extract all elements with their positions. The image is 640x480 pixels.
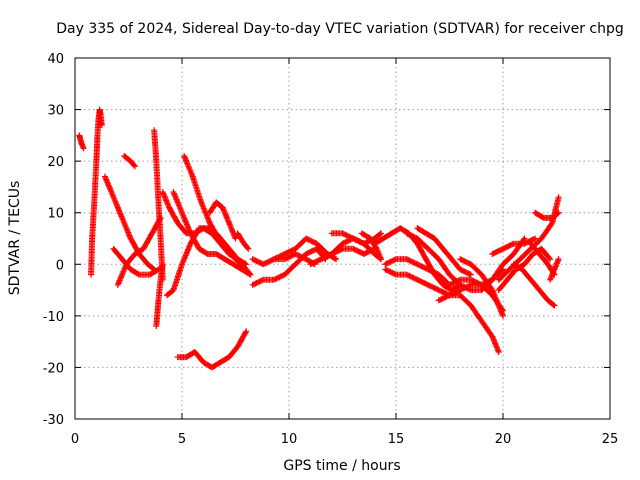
x-tick-label: 5 [178,432,186,447]
data-marks [206,199,239,242]
data-marks [532,209,562,221]
y-tick-label: 20 [47,155,64,170]
y-tick-label: -20 [43,361,64,376]
series-arc-27 [414,225,474,278]
y-tick-label: 40 [47,52,64,67]
y-tick-label: 30 [47,104,64,119]
data-marks [403,230,485,294]
data-marks [114,214,164,288]
data-marks [181,152,245,268]
y-tick-label: -10 [43,310,64,325]
series-arc-11 [170,189,254,278]
data-marks [174,328,250,371]
data-points [76,106,562,371]
series-arc-14 [174,328,250,371]
x-tick-label: 15 [388,432,405,447]
series-arc-13 [206,199,239,242]
data-marks [151,127,166,283]
data-marks [121,152,138,170]
series-arc-26 [403,230,485,294]
series-arc-17 [249,245,329,288]
data-marks [76,132,87,152]
chart-title: Day 335 of 2024, Sidereal Day-to-day VTE… [56,21,624,37]
x-tick-label: 20 [495,432,512,447]
data-marks [328,230,384,263]
data-marks [510,261,558,309]
series-arc-1 [76,132,87,152]
tick-labels: 0 5 10 15 20 25 -30 -20 -10 0 10 20 30 40 [43,52,619,447]
series-arc-37 [532,209,562,221]
data-marks [88,106,105,278]
series-arc-25 [382,266,502,355]
data-marks [249,245,329,288]
series-arc-30 [457,256,506,319]
x-tick-label: 0 [71,432,79,447]
series-arc-32 [489,235,539,257]
series-arc-7 [151,127,166,283]
series-arc-12 [181,152,245,268]
series-arc-21 [328,230,384,263]
y-tick-label: -30 [43,413,64,428]
series-arc-8 [153,261,166,330]
data-marks [153,261,166,330]
data-marks [382,266,502,355]
series-arc-2 [88,106,105,278]
x-tick-label: 10 [281,432,298,447]
x-tick-label: 25 [602,432,619,447]
data-marks [170,189,254,278]
y-axis-label: SDTVAR / TECUs [7,181,23,296]
series-arc-35 [510,261,558,309]
data-marks [382,256,453,288]
y-tick-label: 10 [47,207,64,222]
y-tick-label: 0 [56,258,64,273]
series-arc-24 [382,256,453,288]
x-axis-label: GPS time / hours [283,458,400,474]
data-marks [414,225,474,278]
plot-frame [74,57,611,420]
data-marks [489,235,539,257]
data-marks [547,256,562,283]
series-arc-38 [547,256,562,283]
series-arc-15 [234,230,252,252]
series-arc-6 [121,152,138,170]
series-arc-5 [114,214,164,288]
data-marks [234,230,252,252]
data-marks [457,256,506,319]
